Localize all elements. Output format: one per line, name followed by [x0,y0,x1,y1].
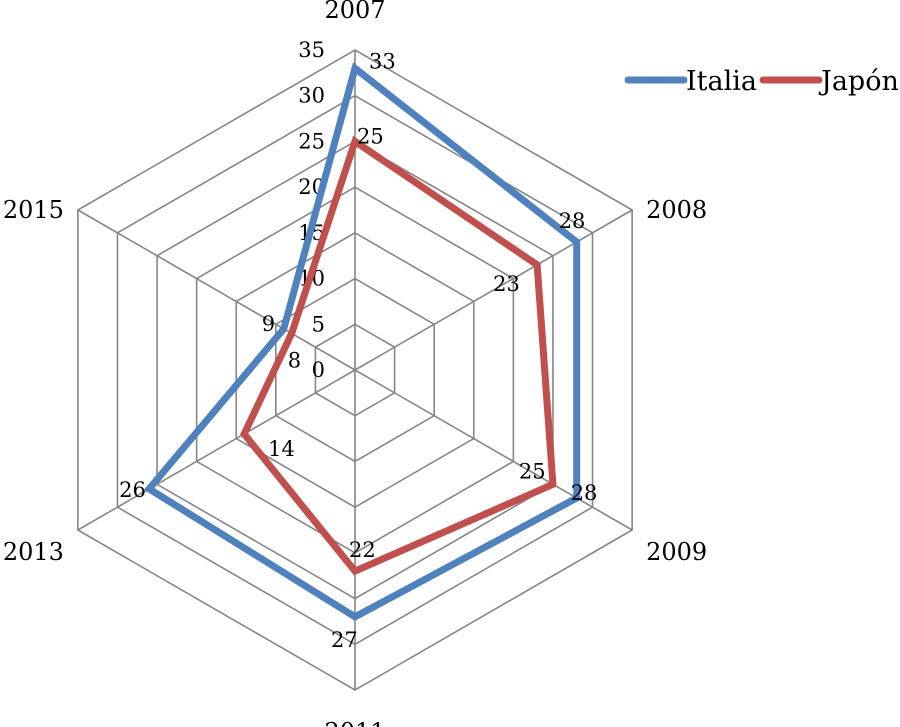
data-label-japon-2011: 22 [349,538,376,562]
data-label-japon-2013: 14 [268,437,295,461]
category-labels: 2007 2008 2009 2011 2013 2015 [3,0,707,727]
legend-label-italia: Italia [686,66,757,97]
data-label-italia-2013: 26 [119,478,146,502]
data-label-italia-2015: 9 [262,312,275,336]
data-label-italia-2008: 28 [559,209,586,233]
data-label-japon-2008: 23 [493,272,520,296]
data-label-japon-2009: 25 [519,459,546,483]
category-label-2007: 2007 [324,0,385,24]
tick-label-0: 0 [312,358,325,382]
data-label-japon-2007: 25 [357,124,384,148]
category-label-2011: 2011 [324,718,385,727]
data-label-italia-2009: 28 [571,481,598,505]
axis-spoke-2013 [77,369,356,531]
data-label-japon-2015: 8 [288,348,301,372]
series-layer [143,62,581,621]
category-label-2013: 2013 [3,538,64,566]
legend: Italia Japón [624,66,899,97]
axis-spoke-2009 [354,369,633,531]
tick-label-5: 5 [312,312,325,336]
category-label-2015: 2015 [3,196,64,224]
axis-spoke-2008 [354,209,633,371]
category-label-2008: 2008 [646,196,707,224]
tick-label-35: 35 [298,38,325,62]
axis-spoke-2015 [77,209,356,371]
data-label-italia-2007: 33 [369,49,396,73]
series-line-italia [143,62,581,621]
tick-label-25: 25 [298,129,325,153]
legend-label-japon: Japón [818,66,899,97]
data-labels: 33 28 28 27 26 9 25 23 25 22 14 8 [119,49,597,652]
data-label-italia-2011: 27 [331,628,358,652]
series-line-japon [240,135,557,576]
grid-layer [77,49,633,691]
tick-label-30: 30 [298,84,325,108]
category-label-2009: 2009 [646,538,707,566]
